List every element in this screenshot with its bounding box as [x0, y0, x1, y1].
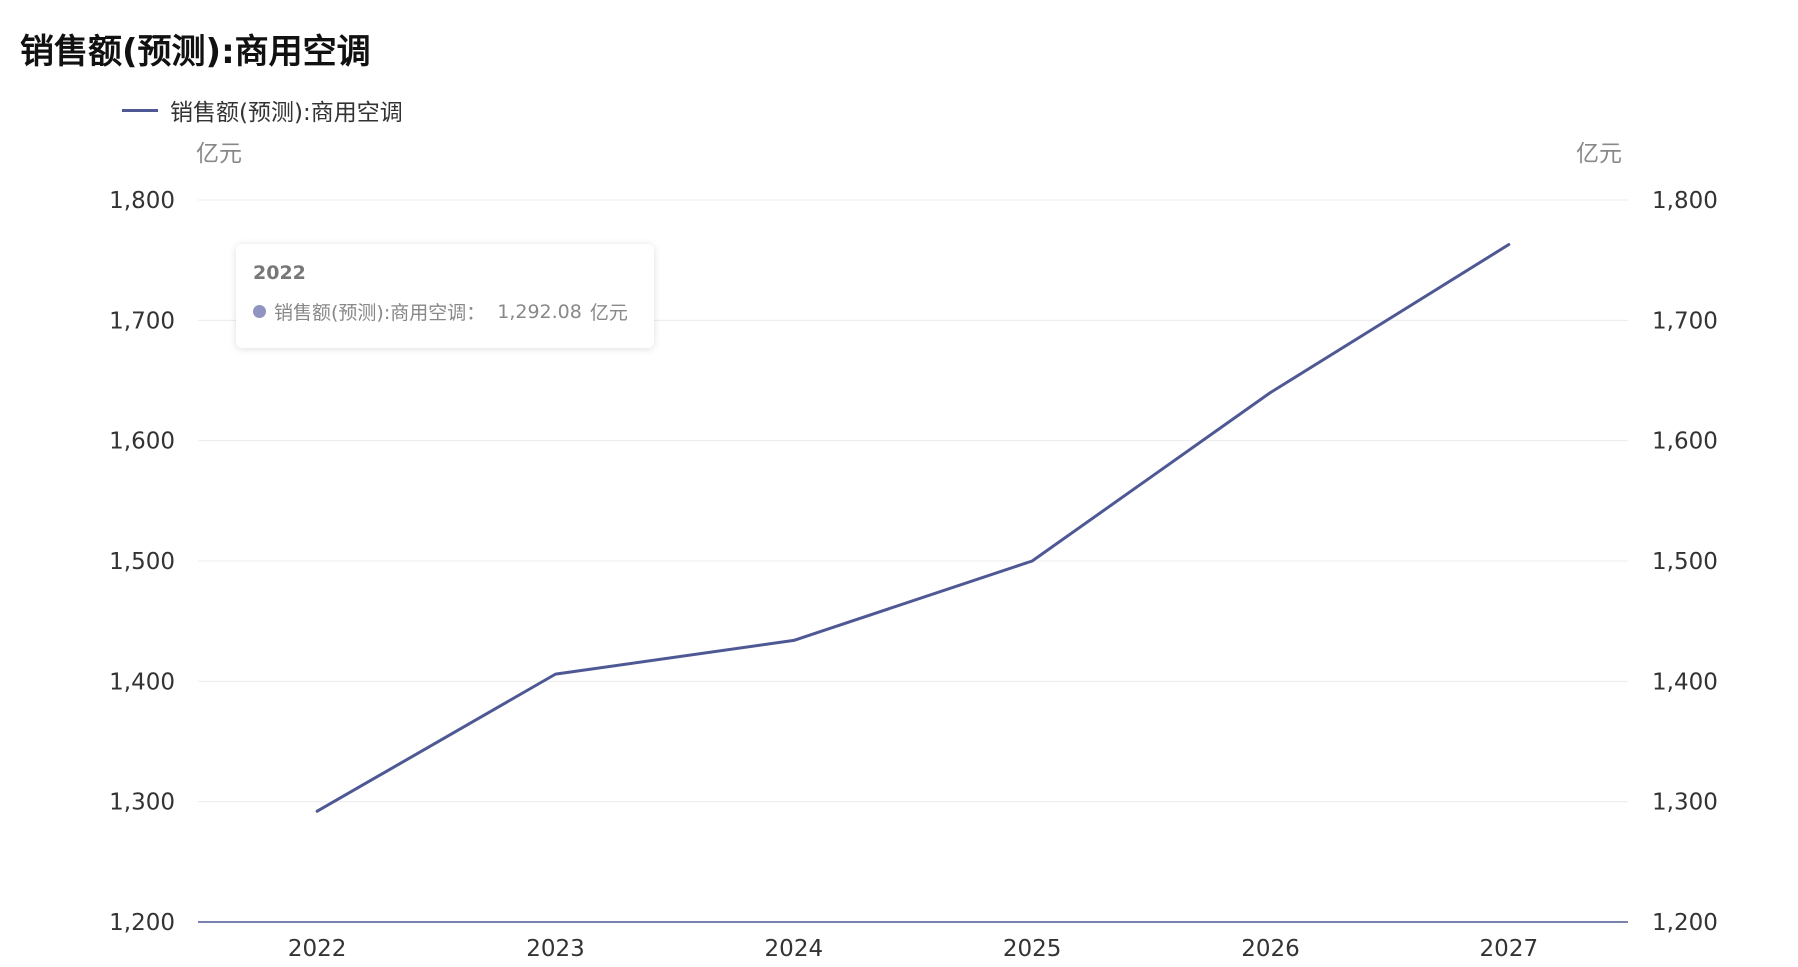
y-tick-label-right: 1,600 [1652, 429, 1718, 455]
tooltip-value: 1,292.08 [497, 300, 582, 323]
y-tick-label-left: 1,700 [109, 308, 175, 334]
x-tick-label: 2027 [1480, 936, 1539, 962]
y-tick-label-left: 1,400 [109, 669, 175, 695]
y-tick-label-right: 1,200 [1652, 910, 1718, 936]
tooltip: 2022 销售额(预测):商用空调： 1,292.08 亿元 [236, 244, 654, 348]
y-tick-label-right: 1,800 [1652, 188, 1718, 214]
y-tick-label-left: 1,500 [109, 549, 175, 575]
legend-label: 销售额(预测):商用空调 [170, 100, 403, 126]
y-axis-unit-right: 亿元 [1576, 141, 1622, 167]
y-tick-label-left: 1,300 [109, 790, 175, 816]
x-tick-label: 2022 [288, 936, 347, 962]
series-dot-icon [253, 305, 266, 318]
y-tick-label-right: 1,300 [1652, 790, 1718, 816]
series-line [315, 243, 1511, 813]
x-tick-label: 2025 [1003, 936, 1062, 962]
tooltip-series-label: 销售额(预测):商用空调： [274, 302, 486, 324]
y-tick-label-left: 1,600 [109, 429, 175, 455]
x-tick-label: 2023 [526, 936, 585, 962]
y-tick-label-left: 1,200 [109, 910, 175, 936]
legend-item[interactable]: 销售额(预测):商用空调 [122, 95, 403, 126]
y-tick-label-right: 1,700 [1652, 308, 1718, 334]
y-tick-label-left: 1,800 [109, 188, 175, 214]
y-axis-unit-left: 亿元 [196, 141, 242, 167]
tooltip-row: 销售额(预测):商用空调： 1,292.08 亿元 [253, 298, 654, 325]
y-tick-label-right: 1,400 [1652, 669, 1718, 695]
x-tick-label: 2024 [765, 936, 824, 962]
legend-line-icon [122, 108, 158, 112]
y-tick-label-right: 1,500 [1652, 549, 1718, 575]
tooltip-title: 2022 [253, 262, 306, 284]
tooltip-unit: 亿元 [589, 302, 628, 324]
chart-title: 销售额(预测):商用空调 [20, 32, 371, 72]
x-tick-label: 2026 [1241, 936, 1300, 962]
